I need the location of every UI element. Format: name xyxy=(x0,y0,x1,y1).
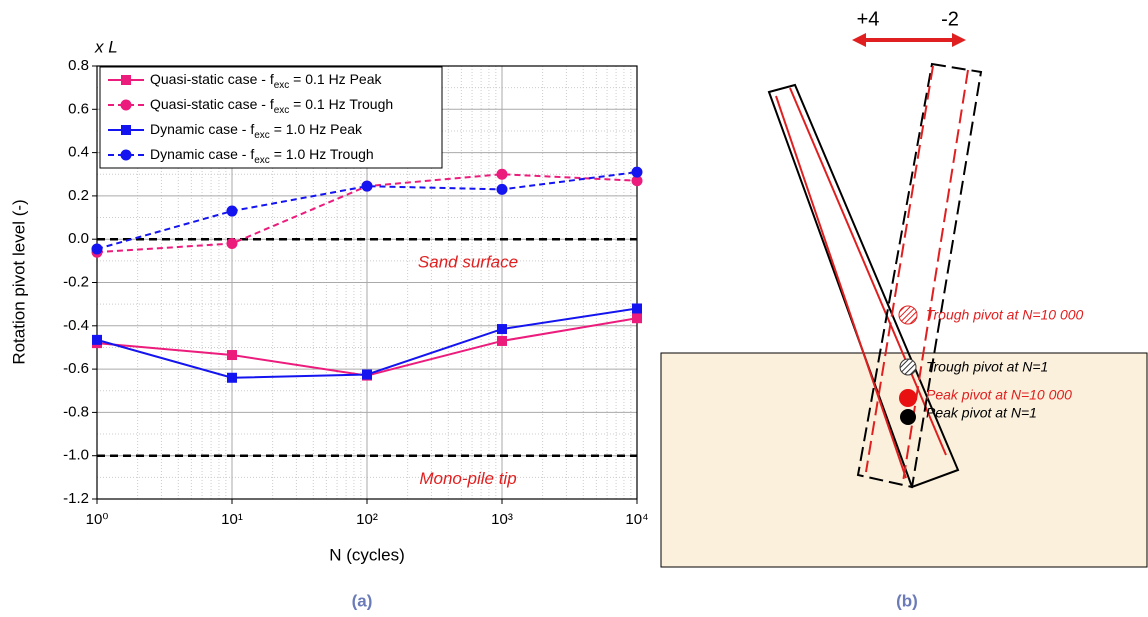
marker xyxy=(631,175,643,187)
marker xyxy=(121,125,131,135)
reference-label: Mono-pile tip xyxy=(419,469,516,488)
marker xyxy=(632,303,642,314)
marker xyxy=(496,168,508,180)
pile-trough-n1 xyxy=(856,62,983,489)
arrow-label: +4 xyxy=(857,8,880,30)
y-tick-label: 0.8 xyxy=(68,57,89,74)
marker xyxy=(496,183,508,195)
x-axis-label: N (cycles) xyxy=(329,545,405,564)
x-tick-label: 10¹ xyxy=(221,511,243,528)
marker xyxy=(120,149,132,161)
x-tick-label: 10² xyxy=(356,511,378,528)
marker xyxy=(631,166,643,178)
y-tick-label: -1.2 xyxy=(63,490,89,507)
sand xyxy=(660,352,1148,568)
marker xyxy=(226,205,238,217)
y-tick-label: -0.4 xyxy=(63,317,89,334)
marker xyxy=(121,75,131,85)
pivot xyxy=(900,409,916,425)
y-tick-label: -1.0 xyxy=(63,447,89,464)
pivot-label: Peak pivot at N=1 xyxy=(926,405,1037,421)
legend-entry: Dynamic case - fexc = 1.0 Hz Peak xyxy=(150,121,363,141)
arrow-label: -2 xyxy=(941,8,959,30)
pivot xyxy=(899,389,917,407)
legend-entry: Quasi-static case - fexc = 0.1 Hz Trough xyxy=(150,96,393,116)
y-tick-label: -0.8 xyxy=(63,403,89,420)
y-tick-label: 0.2 xyxy=(68,187,89,204)
x-tick-label: 10⁰ xyxy=(86,511,109,528)
y-axis-label: Rotation pivot level (-) xyxy=(9,199,28,364)
y-tick-label: 0.6 xyxy=(68,100,89,117)
marker xyxy=(227,372,237,383)
y-tick-label: 0.4 xyxy=(68,144,89,161)
series-line xyxy=(96,171,638,250)
pivot-label: Trough pivot at N=10 000 xyxy=(926,307,1084,323)
marker xyxy=(361,180,373,192)
pivot xyxy=(899,358,917,376)
marker xyxy=(632,313,642,324)
chart-a: -1.2 -1.0 -0.8 -0.6 -0.4 -0.2 0.0 0.2 0.4 0.6 0.8 1… xyxy=(63,57,648,528)
pivot-label: Trough pivot at N=1 xyxy=(926,359,1048,375)
caption: (a) xyxy=(352,591,373,610)
marker xyxy=(92,334,102,345)
marker xyxy=(497,335,507,346)
diagram-b: +4 -2 Trough pivot at N=10 000 Trough pi… xyxy=(660,8,1148,610)
marker xyxy=(497,324,507,335)
unit-label: x L xyxy=(94,37,118,56)
y-tick-label: 0.0 xyxy=(68,230,89,247)
marker xyxy=(227,350,237,361)
marker xyxy=(226,238,238,250)
pivot xyxy=(898,305,918,325)
caption: (b) xyxy=(896,591,918,610)
pile-peak-n10000 xyxy=(789,87,947,456)
plot-frame xyxy=(96,65,638,500)
x-tick-label: 10⁴ xyxy=(625,511,648,528)
marker xyxy=(91,243,103,255)
legend-entry: Dynamic case - fexc = 1.0 Hz Trough xyxy=(150,146,374,166)
marker xyxy=(362,369,372,380)
x-tick-label: 10³ xyxy=(491,511,513,528)
marker xyxy=(120,99,132,111)
arrow-head xyxy=(852,33,866,47)
pivot-label: Peak pivot at N=10 000 xyxy=(926,387,1072,403)
arrow-head xyxy=(952,33,966,47)
pile-peak-n10000 xyxy=(775,95,907,479)
y-tick-label: -0.2 xyxy=(63,273,89,290)
legend-entry: Quasi-static case - fexc = 0.1 Hz Peak xyxy=(150,71,382,91)
reference-label: Sand surface xyxy=(418,253,518,272)
y-tick-label: -0.6 xyxy=(63,360,89,377)
pile-trough-n10000 xyxy=(865,65,934,473)
legend-box xyxy=(99,66,443,169)
